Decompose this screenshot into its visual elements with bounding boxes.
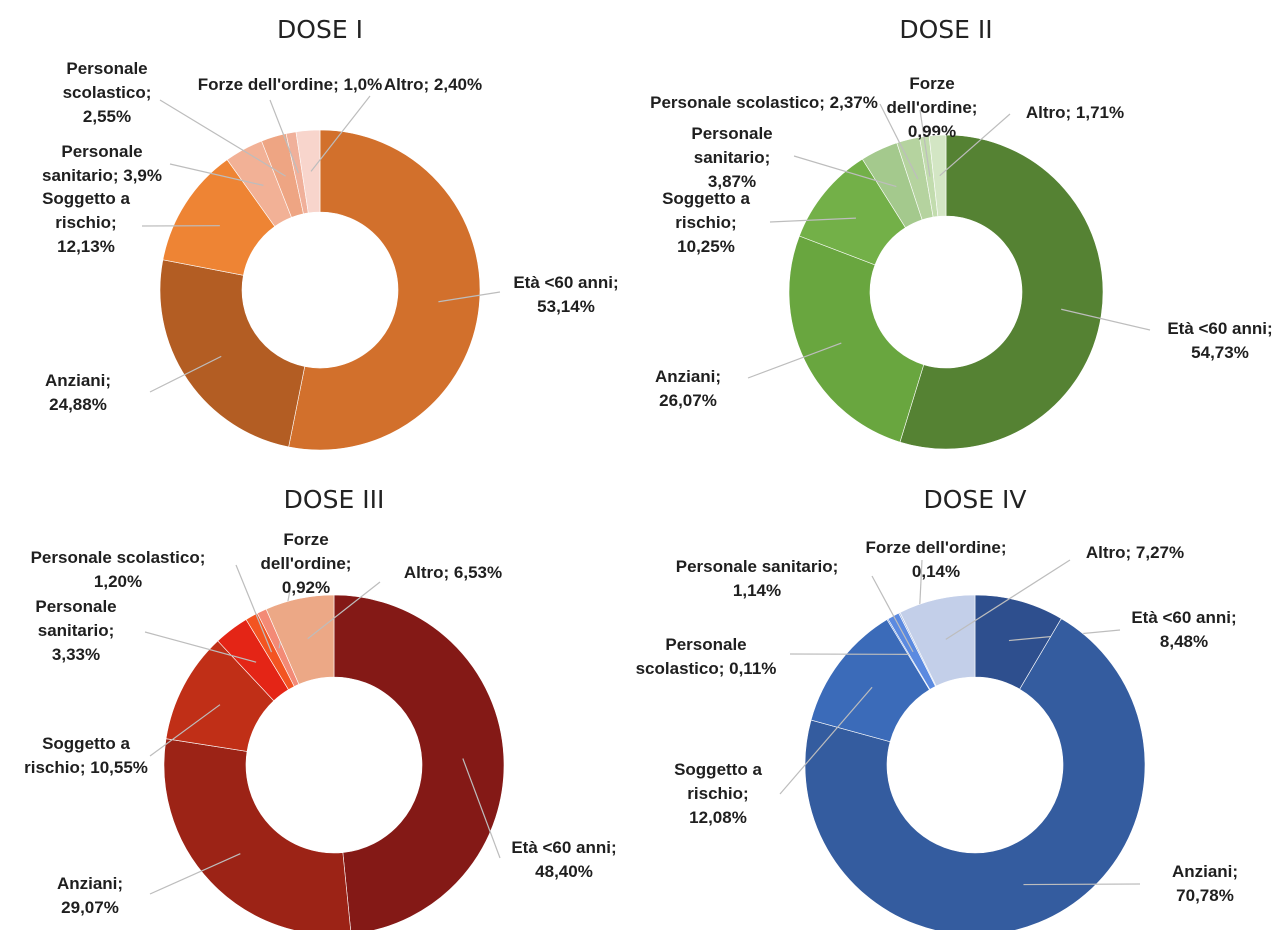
leader-line-soggetto-a-rischio: [769, 217, 856, 223]
slice-eta-60-anni: [899, 134, 1104, 450]
data-label-eta-60-anni: Età <60 anni; 54,73%: [1167, 319, 1272, 362]
data-label-anziani: Anziani; 70,78%: [1172, 862, 1238, 905]
leader-line-eta-60-anni: [462, 758, 501, 859]
leader-line-forze-dell-ordine: [919, 109, 931, 177]
leader-line-altro: [307, 581, 381, 640]
data-label-personale-scolastico: Personale scolastico; 0,11%: [636, 635, 777, 678]
leader-line-personale-sanitario: [793, 155, 897, 188]
leader-line-personale-scolastico: [879, 103, 919, 180]
data-label-soggetto-a-rischio: Soggetto a rischio; 10,25%: [662, 189, 750, 256]
slice-anziani: [804, 618, 1146, 930]
leader-line-personale-scolastico: [159, 99, 286, 177]
data-label-personale-scolastico: Personale scolastico; 2,55%: [63, 59, 152, 126]
data-label-forze-dell-ordine: Forze dell'ordine; 1,0%: [198, 75, 382, 94]
chart-title: DOSE I: [277, 15, 363, 44]
data-label-soggetto-a-rischio: Soggetto a rischio; 12,13%: [42, 189, 130, 256]
chart-title: DOSE IV: [923, 485, 1026, 514]
data-label-soggetto-a-rischio: Soggetto a rischio; 12,08%: [674, 760, 762, 827]
leader-line-forze-dell-ordine: [269, 99, 299, 174]
data-label-eta-60-anni: Età <60 anni; 8,48%: [1131, 608, 1236, 651]
data-label-anziani: Anziani; 24,88%: [45, 371, 111, 414]
leader-line-eta-60-anni: [438, 291, 501, 303]
data-label-anziani: Anziani; 26,07%: [655, 367, 721, 410]
data-label-personale-scolastico: Personale scolastico; 1,20%: [31, 548, 206, 591]
slice-anziani: [163, 738, 351, 930]
data-label-personale-scolastico: Personale scolastico; 2,37%: [650, 93, 878, 112]
data-label-personale-sanitario: Personale sanitario; 3,33%: [35, 597, 116, 664]
leader-line-personale-sanitario: [871, 575, 914, 653]
leader-line-eta-60-anni: [1061, 308, 1151, 331]
data-label-personale-sanitario: Personale sanitario; 1,14%: [676, 557, 839, 600]
leader-line-anziani: [1023, 883, 1141, 886]
data-label-forze-dell-ordine: Forze dell'ordine; 0,14%: [866, 538, 1007, 581]
leader-line-soggetto-a-rischio: [779, 686, 873, 795]
data-label-eta-60-anni: Età <60 anni; 48,40%: [511, 838, 616, 881]
chart-title: DOSE II: [899, 15, 992, 44]
leader-line-personale-sanitario: [144, 631, 257, 663]
leader-line-altro: [939, 113, 1011, 177]
data-label-eta-60-anni: Età <60 anni; 53,14%: [513, 273, 618, 316]
data-label-anziani: Anziani; 29,07%: [57, 874, 123, 917]
leader-line-altro: [945, 559, 1071, 640]
slice-altro: [295, 129, 321, 214]
chart-title: DOSE III: [284, 485, 385, 514]
slice-anziani: [788, 235, 925, 443]
data-label-personale-sanitario: Personale sanitario; 3,87%: [691, 124, 772, 191]
leader-line-soggetto-a-rischio: [149, 704, 221, 757]
data-label-forze-dell-ordine: Forze dell'ordine; 0,99%: [887, 74, 978, 141]
leader-line-personale-sanitario: [169, 163, 264, 186]
donut-chart-dose-iv: DOSE IV Età <60 anni; 8,48% Anziani; 70,78% S…: [636, 485, 1238, 930]
slice-anziani: [159, 259, 306, 448]
data-label-altro: Altro; 6,53%: [404, 563, 502, 582]
slice-altro: [265, 594, 335, 685]
donut-chart-dose-iii: DOSE III Età <60 anni; 48,40% Anziani; 29,07…: [24, 485, 617, 930]
slice-altro: [899, 594, 976, 687]
leader-line-anziani: [149, 355, 222, 393]
leader-line-anziani: [149, 853, 241, 895]
slice-eta-60-anni: [288, 129, 481, 451]
data-label-forze-dell-ordine: Forze dell'ordine; 0,92%: [261, 530, 352, 597]
data-label-altro: Altro; 7,27%: [1086, 543, 1184, 562]
leader-line-altro: [310, 95, 371, 172]
data-label-altro: Altro; 2,40%: [384, 75, 482, 94]
slice-eta-60-anni: [333, 594, 505, 930]
data-label-altro: Altro; 1,71%: [1026, 103, 1124, 122]
leader-line-personale-scolastico: [235, 564, 273, 653]
donut-chart-dose-ii: DOSE II Età <60 anni; 54,73% Anziani; 26,07%…: [650, 15, 1273, 450]
leader-line-anziani: [747, 342, 842, 379]
donut-chart-dose-i: DOSE I Età <60 anni; 53,14% Anziani; 24,88% S…: [42, 15, 619, 451]
data-label-personale-sanitario: Personale sanitario; 3,9%: [42, 142, 162, 185]
slice-altro: [928, 134, 947, 217]
data-label-soggetto-a-rischio: Soggetto a rischio; 10,55%: [24, 734, 148, 777]
